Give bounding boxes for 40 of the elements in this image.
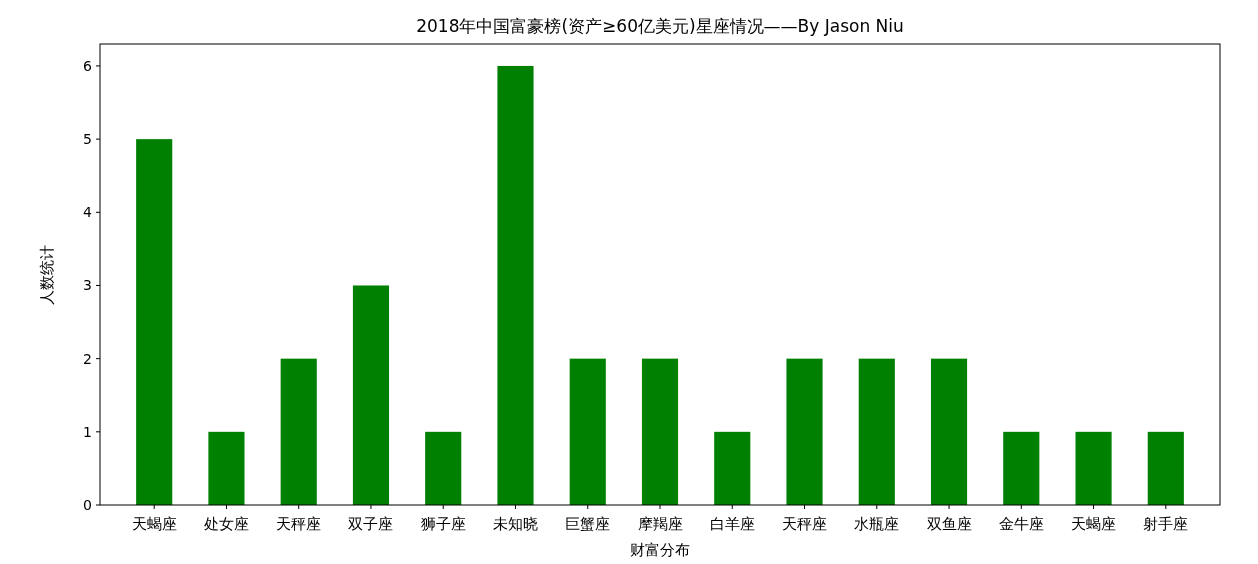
bar [641, 358, 679, 505]
y-tick-label: 2 [83, 350, 92, 367]
bar [569, 358, 606, 505]
x-tick-label: 白羊座 [709, 515, 755, 533]
bar [714, 431, 751, 505]
x-tick-label: 未知晓 [492, 515, 538, 533]
bar [425, 431, 462, 505]
bar [786, 358, 823, 505]
x-tick-label: 天蝎座 [1071, 515, 1117, 533]
x-tick-label: 处女座 [203, 515, 249, 533]
x-tick-label: 狮子座 [420, 515, 466, 533]
y-tick-label: 6 [83, 57, 93, 74]
y-tick-label: 4 [83, 204, 93, 221]
bar [497, 65, 534, 505]
bar [352, 285, 390, 505]
bar [1075, 431, 1112, 505]
chart-title: 2018年中国富豪榜(资产≥60亿美元)星座情况——By Jason Niu [416, 16, 904, 36]
x-tick-label: 射手座 [1143, 515, 1189, 533]
bar [1003, 431, 1040, 505]
y-tick-label: 1 [83, 423, 92, 440]
bar [136, 139, 173, 505]
y-tick-label: 3 [83, 277, 92, 294]
x-tick-label: 金牛座 [998, 515, 1044, 533]
bar [280, 358, 317, 505]
x-tick-label: 天秤座 [782, 515, 828, 533]
x-tick-label: 天秤座 [276, 515, 322, 533]
x-tick-label: 摩羯座 [637, 515, 683, 533]
bar [1147, 431, 1184, 505]
bar [208, 431, 245, 505]
x-axis-title: 财富分布 [630, 541, 690, 559]
y-tick-label: 0 [83, 497, 92, 513]
bar [930, 358, 968, 505]
bar [858, 358, 895, 505]
x-tick-label: 水瓶座 [854, 515, 900, 533]
y-axis-title: 人数统计 [38, 244, 56, 305]
x-tick-label: 双鱼座 [926, 515, 972, 533]
x-tick-label: 巨蟹座 [565, 515, 611, 533]
x-tick-label: 天蝎座 [131, 515, 177, 533]
y-tick-label: 5 [83, 131, 92, 148]
x-tick-label: 双子座 [348, 515, 394, 533]
